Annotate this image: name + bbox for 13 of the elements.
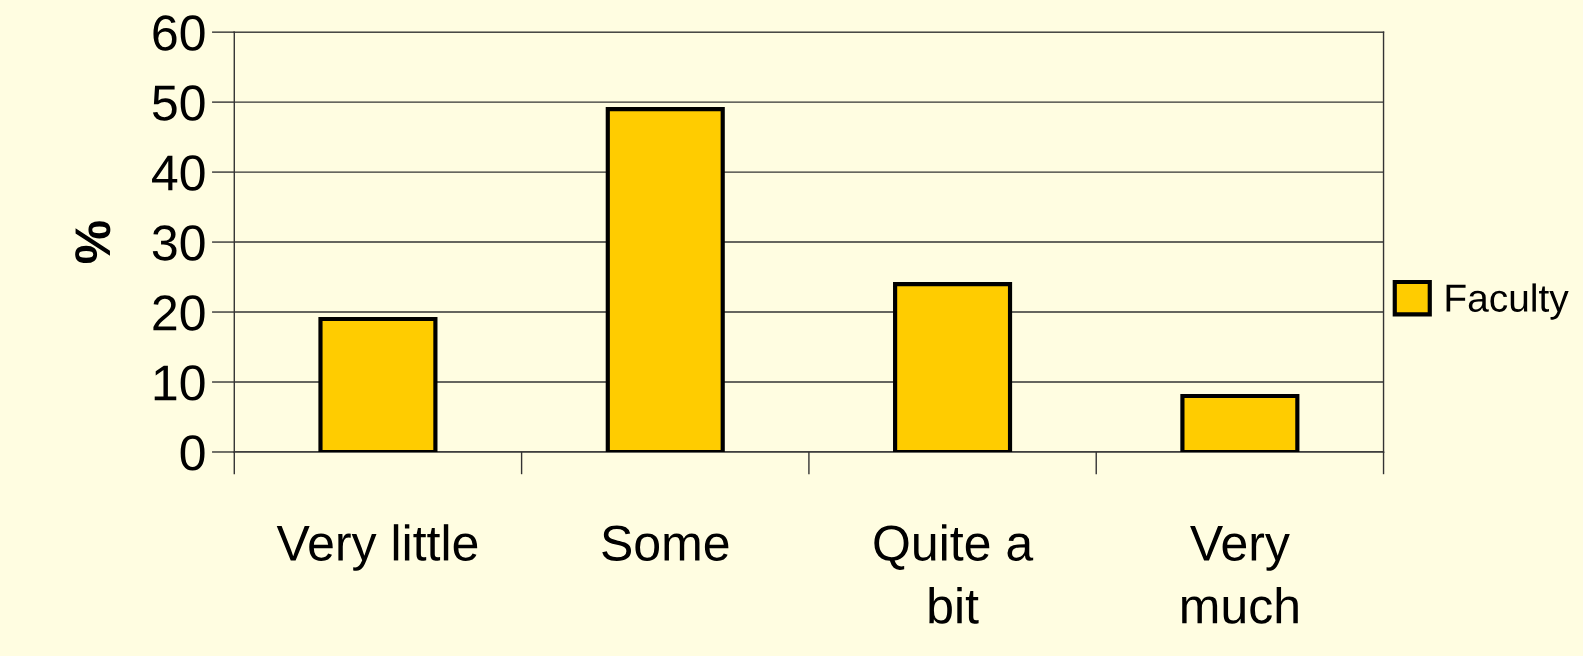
y-tick-label: 20 (153, 295, 205, 331)
y-tick-label: 10 (154, 365, 205, 401)
y-tick-label: 40 (152, 155, 205, 191)
x-tick-label: Some (602, 525, 729, 561)
x-tick-label: Quite a bit (874, 524, 1034, 624)
x-tick-label: Very little (276, 524, 478, 571)
y-axis-title: % (75, 221, 111, 264)
y-tick-label: 0 (180, 435, 205, 471)
y-tick-label: 50 (152, 85, 205, 121)
legend-label: Faculty (1446, 283, 1569, 320)
x-tick-label: Very much (1182, 526, 1298, 624)
y-tick-label: 60 (153, 15, 205, 51)
y-tick-label: 30 (152, 225, 205, 261)
